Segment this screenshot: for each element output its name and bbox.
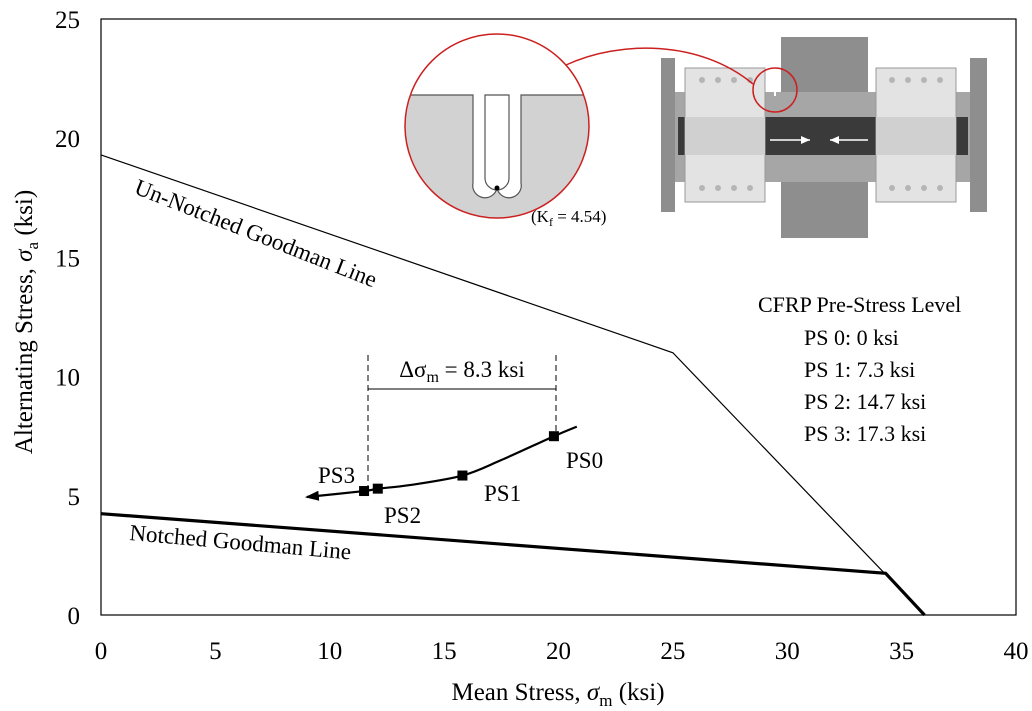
y-tick-label: 25 <box>55 7 80 34</box>
notched-goodman-line <box>100 512 926 617</box>
y-tick-labels: 0 5 10 15 20 25 <box>55 7 80 630</box>
legend-entry: PS 2: 14.7 ksi <box>804 389 926 414</box>
marker-ps1 <box>457 470 468 481</box>
y-axis-title: Alternating Stress, σa (ksi) <box>11 190 42 454</box>
point-label-ps2: PS2 <box>384 503 421 528</box>
marker-ps2 <box>372 483 383 494</box>
y-tick-label: 10 <box>55 365 80 392</box>
delta-annotation: Δσm = 8.3 ksi <box>367 355 557 495</box>
unnotched-goodman-line <box>100 154 925 616</box>
x-tick-label: 40 <box>1004 638 1029 665</box>
x-tick-label: 35 <box>889 638 914 665</box>
x-tick-label: 15 <box>432 638 457 665</box>
x-tick-label: 30 <box>775 638 800 665</box>
specimen-illustration <box>565 37 987 238</box>
legend-entry: PS 3: 17.3 ksi <box>804 421 926 446</box>
x-tick-label: 10 <box>317 638 342 665</box>
legend-title: CFRP Pre-Stress Level <box>758 292 961 317</box>
plot-area <box>100 18 1017 616</box>
x-tick-label: 25 <box>660 638 685 665</box>
point-label-ps0: PS0 <box>566 448 603 473</box>
unnotched-goodman-label: Un-Notched Goodman Line <box>131 174 380 292</box>
x-tick-label: 5 <box>209 638 222 665</box>
x-tick-label: 0 <box>95 638 108 665</box>
marker-ps3 <box>359 486 370 497</box>
x-tick-label: 20 <box>546 638 571 665</box>
delta-label: Δσm = 8.3 ksi <box>399 357 524 386</box>
notch-zoom-inset: (Kf = 4.54) <box>404 33 606 229</box>
x-axis-title: Mean Stress, σm (ksi) <box>451 679 664 710</box>
legend: CFRP Pre-Stress Level PS 0: 0 ksi PS 1: … <box>758 292 961 446</box>
y-tick-label: 0 <box>68 603 81 630</box>
point-label-ps1: PS1 <box>484 481 521 506</box>
x-tick-labels: 0 5 10 15 20 25 30 35 40 <box>95 638 1029 665</box>
y-tick-label: 20 <box>55 126 80 153</box>
legend-entry: PS 1: 7.3 ksi <box>804 357 915 382</box>
y-tick-label: 15 <box>55 245 80 272</box>
series-layer <box>100 154 926 617</box>
point-label-ps3: PS3 <box>318 463 355 488</box>
kf-label: (Kf = 4.54) <box>531 207 606 229</box>
legend-entry: PS 0: 0 ksi <box>804 325 899 350</box>
notched-goodman-label: Notched Goodman Line <box>129 520 353 564</box>
y-tick-label: 5 <box>68 484 81 511</box>
marker-ps0 <box>548 431 559 442</box>
